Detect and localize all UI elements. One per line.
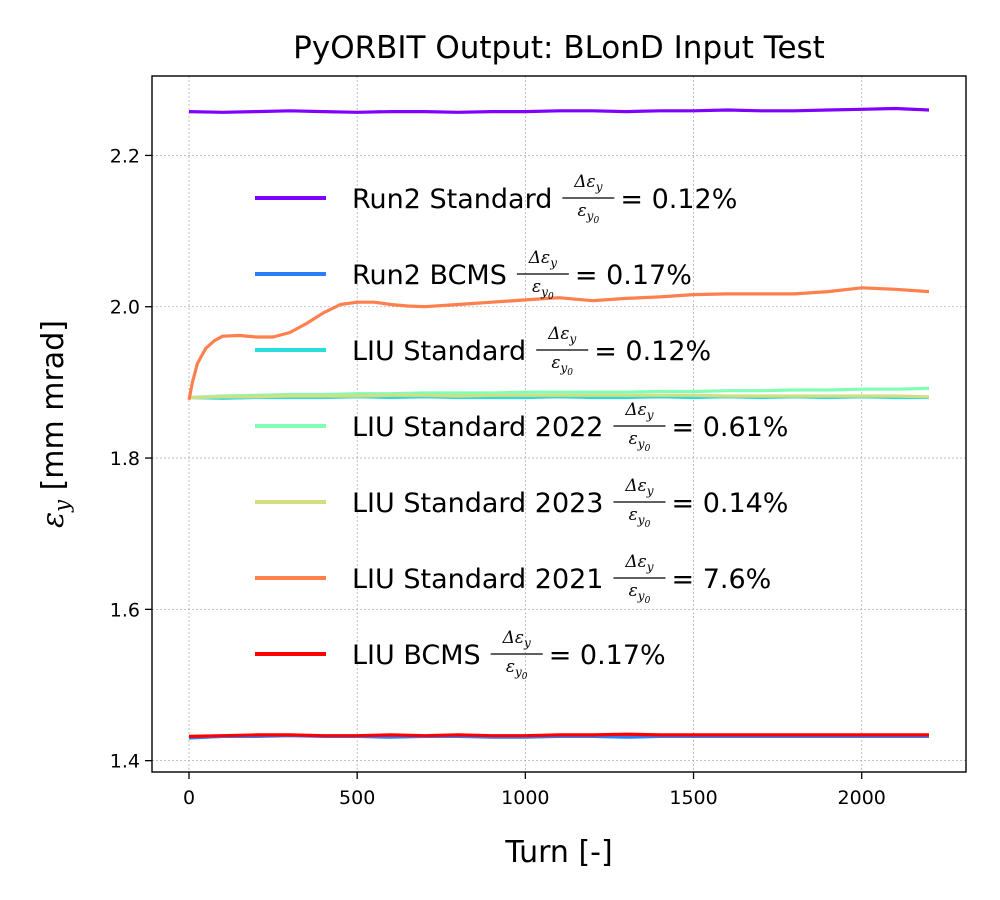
legend-value: = 0.12% [594,336,711,367]
x-tick-label: 0 [183,787,195,809]
legend-fraction-numerator: Δεy [547,324,576,346]
x-tick-label: 2000 [838,787,886,809]
legend-value: = 7.6% [671,564,771,595]
series-line [187,286,930,401]
legend-fraction-denominator: εy0 [629,505,651,530]
legend-label: LIU Standard 2021 [352,564,603,595]
y-axis-symbol: ε [36,512,71,528]
legend-label: Run2 BCMS [352,260,507,291]
legend-label: LIU Standard 2022 [352,412,603,443]
legend-fraction-denominator: εy0 [629,581,651,606]
legend-fraction-numerator: Δεy [573,172,602,194]
legend-fraction-denominator: εy0 [629,429,651,454]
x-tick-label: 500 [339,787,375,809]
plot-series [187,106,930,740]
series-line [188,393,930,400]
legend-fraction-denominator: εy0 [578,201,600,226]
y-axis-title: εy [mm mrad] [36,320,74,528]
y-tick-label: 2.0 [110,297,140,319]
y-tick-label: 2.2 [110,145,140,167]
legend-fraction-denominator: εy0 [532,277,554,302]
x-axis-title: Turn [-] [504,835,612,870]
legend-fraction-numerator: Δεy [528,248,557,270]
y-axis-unit: [mm mrad] [36,320,71,500]
legend-value: = 0.61% [671,412,788,443]
y-axis-subscript: y [50,499,74,513]
y-tick-label: 1.8 [110,448,140,470]
legend-fraction-denominator: εy0 [551,353,573,378]
legend-fraction-numerator: Δεy [624,552,653,574]
legend-fraction-denominator: εy0 [506,657,528,682]
legend-label: LIU Standard 2023 [352,488,603,519]
legend-label: LIU BCMS [352,640,481,671]
y-tick-label: 1.6 [110,599,140,621]
x-tick-label: 1000 [501,787,549,809]
series-line [188,732,929,738]
legend-fraction-numerator: Δεy [624,476,653,498]
legend-value: = 0.17% [549,640,666,671]
x-tick-label: 1500 [669,787,717,809]
legend-value: = 0.14% [671,488,788,519]
series-line [188,106,930,114]
y-tick-label: 1.4 [110,751,140,773]
plot-frame [151,75,967,773]
legend-label: Run2 Standard [352,184,552,215]
axis-ticks: 0 500 1000 1500 2000 1.4 1.6 1.8 2.0 2.2 [110,145,886,809]
legend-fraction-numerator: Δεy [502,628,531,650]
chart-title: PyORBIT Output: BLonD Input Test [293,30,825,66]
legend-value: = 0.12% [620,184,737,215]
legend-fraction-numerator: Δεy [624,400,653,422]
legend-value: = 0.17% [575,260,692,291]
legend-label: LIU Standard [352,336,526,367]
grid-lines [152,76,966,772]
